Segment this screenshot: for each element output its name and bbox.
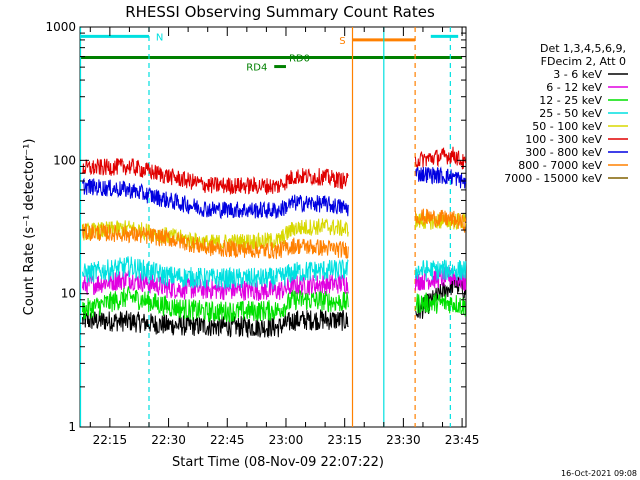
y-tick-label: 10 [61,287,76,301]
x-tick-label: 23:15 [327,433,362,447]
series-line [414,212,467,231]
legend-label: 300 - 800 keV [525,146,602,159]
legend-label: 6 - 12 keV [546,81,602,94]
legend-label: 12 - 25 keV [539,94,602,107]
series-lines [82,146,467,339]
legend-label: 7000 - 15000 keV [504,172,602,185]
y-axis-ticks: 1 10 100 1000 [45,20,466,434]
flag-label: N [156,32,163,43]
flag-label: RD4 [246,63,267,74]
x-tick-label: 22:30 [151,433,186,447]
series-line [415,166,467,189]
x-axis-label: Start Time (08-Nov-09 22:07:22) [172,455,384,470]
legend-label: 100 - 300 keV [525,133,602,146]
x-tick-label: 22:45 [210,433,245,447]
series-line [414,146,467,170]
y-tick-label: 1 [68,420,76,434]
x-tick-label: 22:15 [93,433,128,447]
flag-label: RD0 [289,54,310,65]
series-line [82,270,349,302]
series-line [82,309,349,339]
legend: Det 1,3,4,5,6,9,FDecim 2, Att 03 - 6 keV… [504,42,628,185]
legend-label: 3 - 6 keV [553,68,602,81]
legend-label: 800 - 7000 keV [518,159,602,172]
event-lines [79,27,451,427]
flag-label: S [339,36,345,47]
series-line [414,208,467,233]
series-line [82,286,349,323]
series-line [82,157,349,196]
chart-title: RHESSI Observing Summary Count Rates [125,3,435,21]
y-tick-label: 100 [53,153,76,167]
y-tick-label: 1000 [45,20,76,34]
legend-header: Det 1,3,4,5,6,9, [540,42,626,55]
timestamp: 16-Oct-2021 09:08 [561,469,637,478]
series-line [82,256,349,290]
series-line [82,218,349,252]
plot-frame [79,26,467,428]
x-tick-label: 23:30 [386,433,421,447]
flag-bars: N S RD0 RD4 [80,32,463,74]
legend-label: 50 - 100 keV [532,120,602,133]
series-line [82,177,349,220]
legend-header: FDecim 2, Att 0 [541,55,626,68]
series-line [414,292,467,317]
y-axis-label: Count Rate (s⁻¹ detector⁻¹) [22,139,37,316]
x-axis-ticks: 22:15 22:30 22:45 23:00 23:15 23:30 23:45 [89,27,480,447]
legend-label: 25 - 50 keV [539,107,602,120]
x-tick-label: 23:45 [445,433,480,447]
x-tick-label: 23:00 [269,433,304,447]
series-line [82,223,349,260]
series-line [414,259,467,281]
